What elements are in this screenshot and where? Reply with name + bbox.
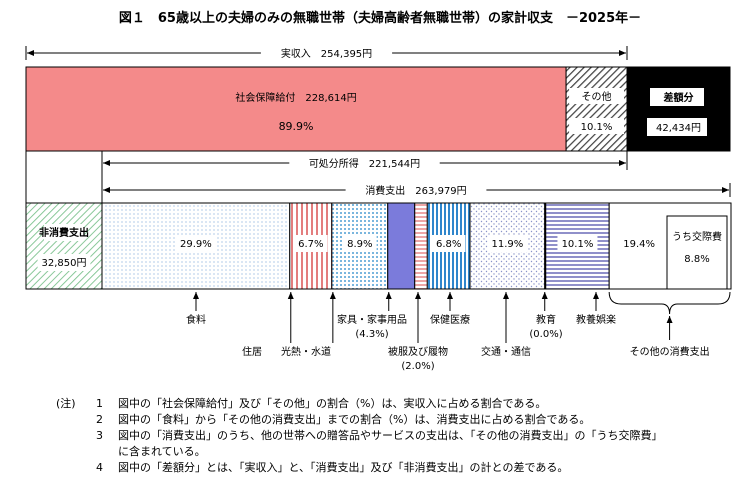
label-box [44,224,84,241]
note-number: 1 [96,397,103,410]
expense-pct-3: 6.7% [298,239,323,250]
income-segment-pct: 89.9% [279,120,314,133]
category-sub-6: (2.0%) [401,361,434,372]
note-text: 図中の「食料」から「その他の消費支出」までの割合（%）は、消費支出に占める割合で… [118,413,591,426]
expense-pct-11: 19.4% [623,239,655,250]
category-label-9: 教育 [536,313,556,326]
disposable-label: 可処分所得 221,544円 [309,157,420,170]
category-label-2: 食料 [186,313,206,326]
income-bar-1 [25,66,567,152]
income-total-label: 実収入 254,395円 [281,47,372,60]
expense-pct-4: 8.9% [347,239,372,250]
entertainment-box [666,215,728,290]
expense-bar-5 [387,202,416,290]
note-number: 3 [96,429,103,442]
label-box [557,235,598,252]
non-consumption-amount: 32,850円 [42,258,87,269]
note-text: 図中の「差額分」とは、「実収入」と、「消費支出」及び「非消費支出」の計との差であ… [118,461,569,474]
difference-amount: 42,434円 [656,123,701,134]
category-label-5: 家具・家事用品 [337,313,407,326]
income-segment-label: 社会保障給付 228,614円 [235,91,356,104]
label-box [487,235,528,252]
category-label-7: 保健医療 [430,313,470,326]
expense-pct-7: 6.8% [436,239,461,250]
note-text: に含まれている。 [118,445,206,458]
note-number: 4 [96,461,103,474]
expense-bar-1 [25,202,103,290]
label-box [175,235,216,252]
label-box [431,235,466,252]
category-label-11: その他の消費支出 [630,345,710,358]
category-label-4: 光熱・水道 [281,345,331,358]
category-label-6: 被服及び履物 [388,345,448,358]
label-box [650,88,704,106]
label-box [37,254,91,271]
entertainment-pct: 8.8% [684,254,709,265]
label-box [619,235,660,252]
expense-pct-8: 11.9% [491,239,523,250]
category-label-10: 教養娯楽 [576,313,616,326]
chart-title: 図１ 65歳以上の夫婦のみの無職世帯（夫婦高齢者無職世帯）の家計収支 －2025… [119,10,641,26]
category-sub-5: (4.3%) [355,329,388,340]
category-label-3: 住居 [242,345,262,358]
entertainment-label: うち交際費 [672,230,722,243]
income-bar-2 [565,66,628,152]
other-consumption-brace [608,291,731,315]
expense-pct-2: 29.9% [180,239,212,250]
other-income-pct: 10.1% [581,122,613,133]
label-box [647,118,707,136]
label-box [569,118,624,134]
category-sub-9: (0.0%) [529,329,562,340]
notes-head: (注) [56,397,76,410]
note-number: 2 [96,413,103,426]
expense-bar-6 [414,202,428,290]
label-box [294,235,328,252]
label-box [342,235,377,252]
note-text: 図中の「消費支出」のうち、他の世帯への贈答品やサービスの支出は、「その他の消費支… [118,429,663,442]
non-consumption-label: 非消費支出 [39,226,89,239]
difference-label: 差額分 [664,91,694,104]
consumption-label: 消費支出 263,979円 [365,184,466,197]
expense-pct-10: 10.1% [562,239,594,250]
income-bar-3 [626,66,731,152]
note-text: 図中の「社会保障給付」及び「その他」の割合（%）は、実収入に占める割合である。 [118,397,547,410]
other-income-label: その他 [582,90,612,103]
category-label-8: 交通・通信 [481,345,531,358]
label-box [569,88,624,104]
